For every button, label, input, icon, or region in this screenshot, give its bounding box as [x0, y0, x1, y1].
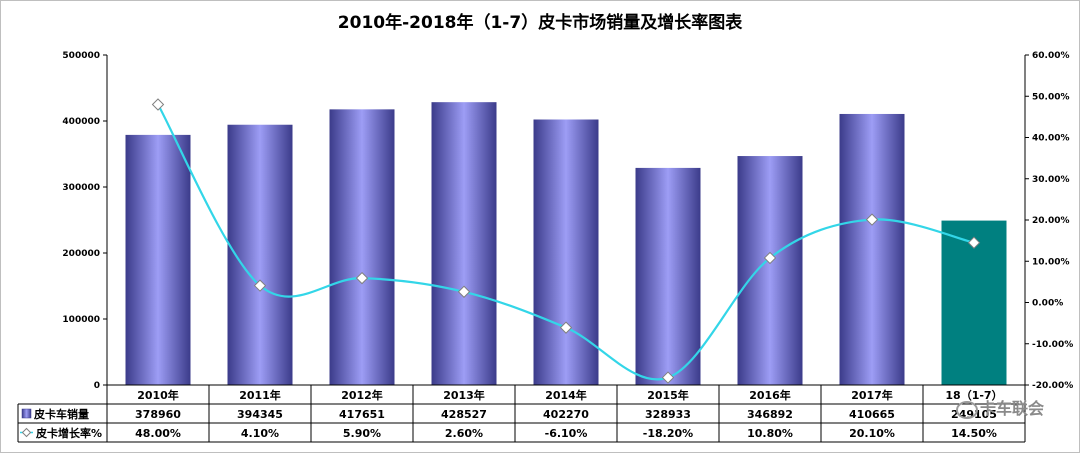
table-sales-value-1: 394345 — [237, 408, 283, 421]
data-table: 2010年 2011年 2012年 2013年 2014年 2015年 2016年 2017年… — [17, 384, 1026, 443]
watermark-text: 卡车联会 — [979, 399, 1044, 418]
y-right-tick-label-2: 0.00% — [1032, 299, 1063, 309]
table-growth-value-2: 5.90% — [343, 427, 381, 440]
x-tick-label-7: 2017年 — [851, 388, 893, 402]
bar-6 — [737, 156, 803, 385]
growth-rate-marker-7 — [865, 213, 879, 226]
table-sales-value-3: 428527 — [441, 408, 487, 421]
growth-rate-marker-4 — [559, 321, 573, 334]
y-left-tick-label-4: 400000 — [62, 117, 100, 127]
table-growth-value-7: 20.10% — [849, 427, 895, 440]
x-tick-label-4: 2014年 — [545, 388, 587, 402]
y-left-tick-label-5: 500000 — [62, 51, 100, 61]
legend-key-bar — [21, 408, 32, 419]
growth-rate-marker-0 — [151, 98, 165, 111]
table-growth-value-8: 14.50% — [951, 427, 997, 440]
wechat-icon — [955, 400, 978, 419]
x-tick-label-0: 2010年 — [137, 388, 179, 402]
y-right-tick-label-7: 50.00% — [1032, 92, 1070, 102]
y-right-tick-label-4: 20.00% — [1032, 216, 1070, 226]
table-growth-value-6: 10.80% — [747, 427, 793, 440]
x-tick-label-8: 18（1-7） — [945, 389, 1002, 402]
line-layer — [151, 98, 981, 384]
bar-5 — [635, 167, 701, 385]
legend-label-bar: 皮卡车销量 — [33, 407, 89, 421]
chart-title: 2010年-2018年（1-7）皮卡市场销量及增长率图表 — [337, 13, 743, 33]
x-tick-label-1: 2011年 — [239, 388, 281, 402]
x-tick-label-6: 2016年 — [749, 388, 791, 402]
watermark: 卡车联会 — [955, 395, 1044, 419]
x-tick-label-2: 2012年 — [341, 388, 383, 402]
y-left-tick-label-3: 300000 — [62, 183, 100, 193]
bar-4 — [533, 119, 599, 385]
table-sales-value-5: 328933 — [645, 408, 691, 421]
y-left-tick-label-2: 200000 — [62, 249, 100, 259]
growth-rate-marker-2 — [355, 271, 369, 285]
y-right-tick-label-8: 60.00% — [1032, 51, 1070, 61]
table-sales-value-7: 410665 — [849, 408, 895, 421]
legend-label-line: 皮卡增长率% — [35, 426, 102, 440]
y-right-tick-label-3: 10.00% — [1032, 257, 1070, 267]
bar-2 — [329, 109, 395, 385]
table-growth-value-3: 2.60% — [445, 427, 483, 440]
y-right-tick-label-0: -20.00% — [1032, 381, 1073, 391]
y-left-tick-label-1: 100000 — [62, 315, 100, 325]
table-sales-value-0: 378960 — [135, 408, 181, 421]
x-tick-label-3: 2013年 — [443, 388, 485, 402]
table-growth-value-5: -18.20% — [643, 427, 693, 440]
table-sales-value-4: 402270 — [543, 408, 589, 421]
x-tick-label-5: 2015年 — [647, 388, 689, 402]
table-growth-value-0: 48.00% — [135, 427, 181, 440]
bar-3 — [431, 102, 497, 385]
y-right-tick-label-6: 40.00% — [1032, 134, 1070, 144]
table-growth-value-4: -6.10% — [545, 427, 588, 440]
bar-7 — [839, 113, 905, 386]
growth-rate-marker-3 — [457, 285, 471, 298]
table-sales-value-6: 346892 — [747, 408, 793, 421]
growth-rate-marker-8 — [967, 236, 981, 249]
bar-0 — [125, 134, 191, 385]
bar-1 — [227, 124, 293, 385]
table-growth-value-1: 4.10% — [241, 427, 279, 440]
growth-rate-marker-5 — [661, 371, 675, 384]
growth-rate-marker-1 — [253, 279, 267, 292]
y-left-tick-label-0: 0 — [94, 381, 100, 391]
table-sales-value-2: 417651 — [339, 408, 385, 421]
legend-key-marker — [21, 427, 32, 438]
y-right-tick-label-5: 30.00% — [1032, 175, 1070, 185]
y-right-tick-label-1: -10.00% — [1032, 340, 1073, 350]
bars-layer — [125, 102, 1007, 386]
growth-rate-marker-6 — [763, 251, 777, 265]
